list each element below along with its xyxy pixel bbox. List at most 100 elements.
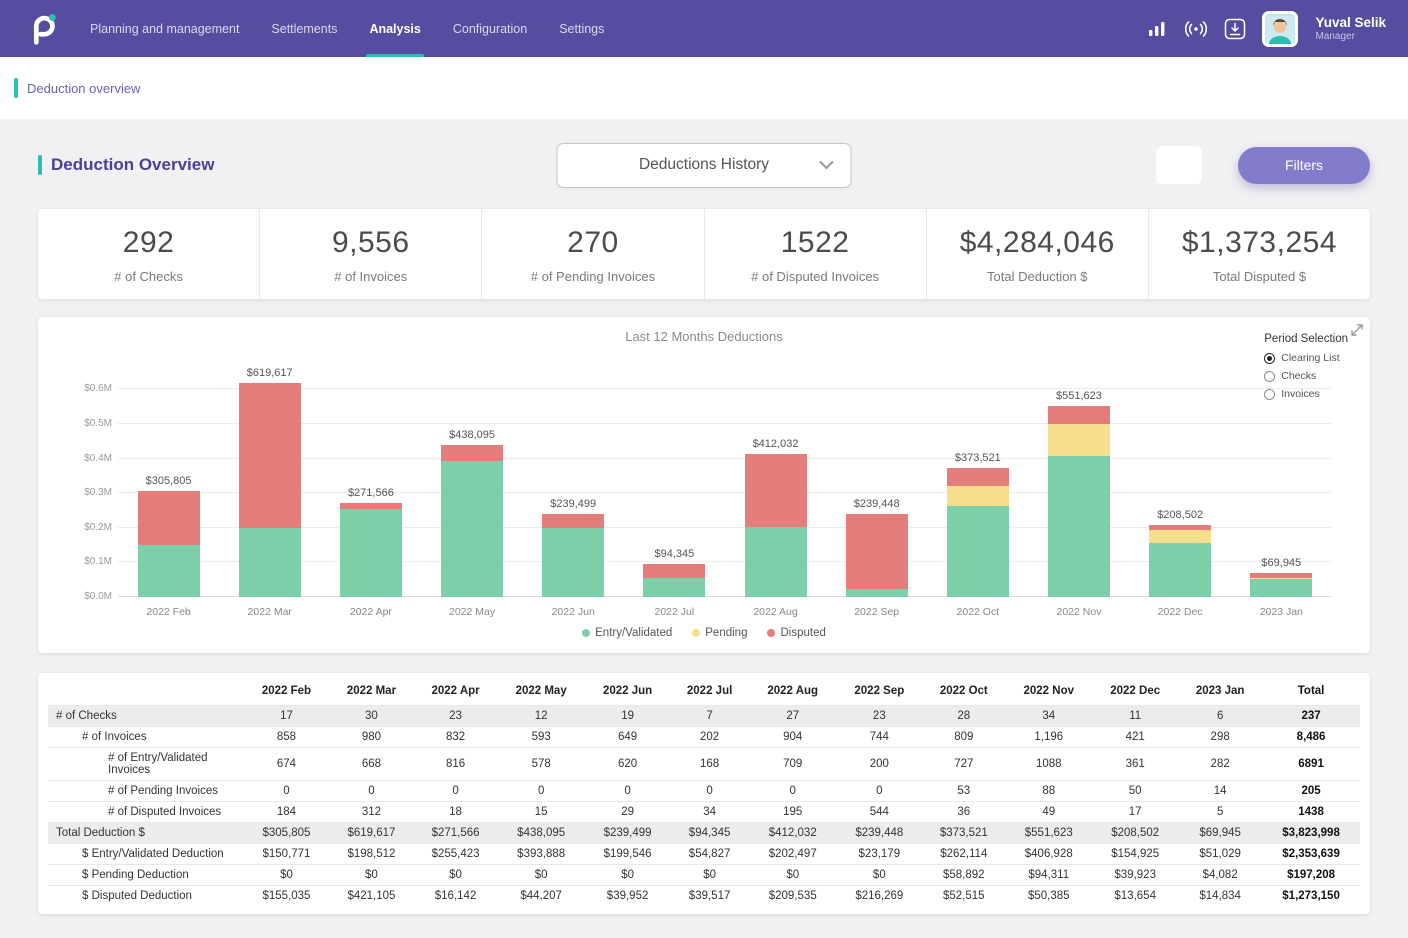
table-cell: 298: [1178, 726, 1263, 748]
bar-segment-entry-validated[interactable]: [137, 544, 200, 597]
table-cell: $52,515: [922, 885, 1006, 906]
bar-segment-entry-validated[interactable]: [441, 460, 504, 597]
bar-segment-disputed[interactable]: [137, 491, 200, 545]
table-column-header: 2022 Aug: [767, 685, 819, 697]
bar-stack[interactable]: [238, 382, 301, 597]
table-cell: 23: [413, 705, 498, 727]
nav-item-settlements[interactable]: Settlements: [271, 21, 338, 36]
filters-button[interactable]: Filters: [1238, 146, 1370, 184]
bar-total-label: $271,566: [347, 487, 394, 500]
bar-stack[interactable]: [946, 467, 1009, 597]
table-cell: $421,105: [328, 885, 414, 906]
bar-segment-pending[interactable]: [946, 485, 1009, 507]
bar-segment-pending[interactable]: [1149, 529, 1212, 544]
x-axis-label: 2022 May: [448, 606, 496, 618]
legend-label: Entry/Validated: [595, 627, 673, 639]
y-axis-tick: $0.2M: [84, 521, 112, 533]
dropdown-value: Deductions History: [638, 156, 770, 173]
main-menu: Planning and management Settlements Anal…: [90, 0, 604, 57]
radio-clearing-list[interactable]: Clearing List: [1264, 352, 1348, 364]
bar-segment-entry-validated[interactable]: [1250, 579, 1313, 597]
bar-stack[interactable]: [1047, 406, 1110, 597]
table-row: # of Pending Invoices 0 0 0 0 0 0 0 0 53 88 50 14 205: [48, 780, 1360, 802]
bar-stack[interactable]: [845, 514, 908, 597]
x-axis-label: 2022 Feb: [146, 606, 191, 618]
table-cell: $23,179: [836, 843, 923, 865]
table-cell: $13,654: [1092, 885, 1179, 906]
breadcrumb-label[interactable]: Deduction overview: [27, 80, 141, 96]
table-row: $ Disputed Deduction $155,035 $421,105 $16,…: [48, 885, 1360, 906]
bar-segment-pending[interactable]: [1250, 577, 1313, 580]
bar-chart-icon[interactable]: [1145, 17, 1169, 41]
table-cell: 14: [1178, 780, 1263, 802]
bar-segment-disputed[interactable]: [441, 445, 504, 461]
nav-item-configuration[interactable]: Configuration: [452, 21, 528, 36]
bar-segment-disputed[interactable]: [643, 564, 706, 579]
legend-item[interactable]: Pending: [692, 627, 747, 639]
x-axis-label: 2022 Nov: [1056, 606, 1102, 618]
bar-segment-disputed[interactable]: [542, 514, 605, 528]
legend-dot-icon: [582, 629, 591, 637]
expand-icon[interactable]: [1351, 323, 1363, 341]
nav-item-settings[interactable]: Settings: [559, 21, 605, 36]
table-cell: 19: [585, 705, 671, 727]
bar-segment-entry-validated[interactable]: [744, 526, 807, 597]
user-block[interactable]: Yuval Selik Manager: [1315, 15, 1386, 43]
nav-item-analysis[interactable]: Analysis: [366, 0, 425, 57]
bar-segment-entry-validated[interactable]: [845, 588, 908, 597]
bar-column: $373,521 2022 Oct: [946, 372, 1009, 618]
y-axis-tick: $0.4M: [84, 452, 112, 464]
table-cell: 17: [244, 705, 329, 727]
nav-item-planning[interactable]: Planning and management: [90, 21, 240, 36]
report-type-dropdown[interactable]: Deductions History: [556, 142, 852, 188]
bar-stack[interactable]: [339, 503, 402, 597]
table-row: # of Disputed Invoices 184 312 18 15 29 34 195 5…: [48, 801, 1360, 823]
table-cell: 50: [1092, 780, 1179, 802]
table-cell: 88: [1005, 780, 1093, 802]
broadcast-icon[interactable]: [1184, 17, 1208, 41]
bar-stack[interactable]: [441, 445, 504, 597]
table-header-row: 2022 Feb 2022 Mar 2022 Apr 2022 May 2022 Jun…: [48, 677, 1360, 706]
bar-stack[interactable]: [744, 454, 807, 597]
bar-segment-disputed[interactable]: [946, 467, 1009, 486]
bar-segment-entry-validated[interactable]: [1047, 456, 1110, 597]
title-row: Deduction Overview Deductions History Fi…: [38, 133, 1370, 197]
bar-stack[interactable]: [542, 514, 605, 597]
legend-item[interactable]: Disputed: [767, 627, 826, 639]
app-logo[interactable]: [22, 9, 62, 49]
bar-segment-disputed[interactable]: [1149, 524, 1212, 530]
radio-checks[interactable]: Checks: [1264, 370, 1348, 382]
table-column-header: 2022 Nov: [1023, 685, 1075, 697]
bar-segment-disputed[interactable]: [744, 454, 807, 527]
bar-segment-entry-validated[interactable]: [542, 527, 605, 597]
bar-segment-disputed[interactable]: [1250, 572, 1313, 578]
x-axis-label: 2022 Mar: [247, 606, 292, 618]
radio-icon: [1264, 352, 1276, 364]
bar-stack[interactable]: [1149, 524, 1212, 597]
table-column-header: 2022 Dec: [1110, 685, 1161, 697]
bar-segment-entry-validated[interactable]: [643, 578, 706, 597]
table-cell: $262,114: [922, 843, 1006, 865]
bar-segment-disputed[interactable]: [339, 503, 402, 509]
bar-segment-entry-validated[interactable]: [1149, 543, 1212, 597]
bar-segment-entry-validated[interactable]: [339, 508, 402, 597]
table-cell: 361: [1092, 747, 1179, 781]
bar-stack[interactable]: [643, 564, 706, 597]
bar-segment-pending[interactable]: [1047, 423, 1110, 457]
bar-segment-entry-validated[interactable]: [946, 506, 1009, 597]
bar-segment-entry-validated[interactable]: [238, 528, 301, 597]
table-cell: 1438: [1262, 801, 1360, 823]
table-cell: 6: [1178, 705, 1263, 727]
bar-stack[interactable]: [137, 491, 200, 597]
title-accent-bar: [38, 155, 42, 175]
kpi-label: Total Disputed $: [1212, 269, 1307, 284]
table-cell: 34: [670, 801, 750, 823]
legend-item[interactable]: Entry/Validated: [582, 627, 672, 639]
bar-stack[interactable]: [1250, 572, 1313, 597]
bar-segment-disputed[interactable]: [845, 514, 908, 589]
download-icon[interactable]: [1223, 17, 1247, 41]
bar-segment-disputed[interactable]: [1047, 406, 1110, 424]
avatar[interactable]: [1262, 10, 1299, 47]
bar-segment-disputed[interactable]: [238, 382, 301, 529]
